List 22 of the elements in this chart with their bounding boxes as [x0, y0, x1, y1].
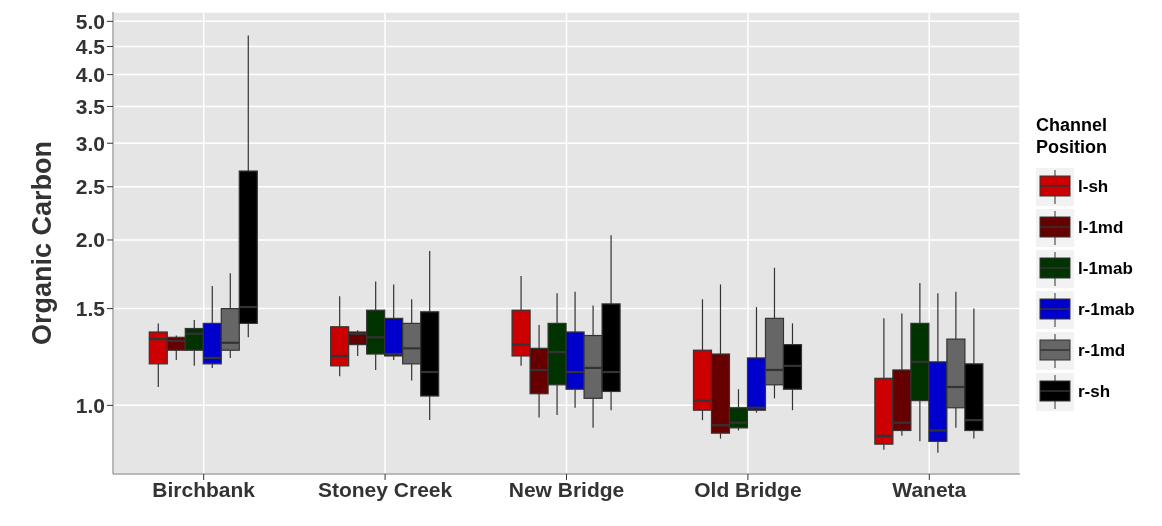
x-tick-label: New Bridge [508, 477, 625, 501]
legend-title: Channel Position [1036, 114, 1108, 158]
x-tick-label: Waneta [892, 477, 967, 501]
y-tick-label: 3.5 [75, 94, 106, 118]
y-tick-label: 5.0 [75, 9, 105, 33]
y-tick-label: 2.5 [75, 175, 106, 199]
y-tick-label: 1.0 [75, 393, 105, 417]
y-axis-title: Organic Carbon [27, 140, 57, 346]
y-tick-label: 4.0 [75, 63, 105, 87]
legend-label: r-1mab [1078, 299, 1135, 320]
x-tick-label: Old Bridge [694, 477, 802, 501]
y-tick-label: 2.0 [75, 228, 105, 252]
legend-label: l-1md [1078, 217, 1124, 238]
x-tick-label: Birchbank [152, 477, 256, 501]
y-tick-label: 4.5 [75, 34, 106, 58]
x-tick-label: Stoney Creek [317, 477, 453, 501]
legend-label: r-sh [1078, 381, 1111, 402]
y-tick-label: 3.0 [75, 131, 105, 155]
legend-label: l-sh [1078, 176, 1109, 197]
y-tick-label: 1.5 [75, 297, 106, 321]
legend-label: r-1md [1078, 340, 1126, 361]
legend-label: l-1mab [1078, 258, 1133, 279]
